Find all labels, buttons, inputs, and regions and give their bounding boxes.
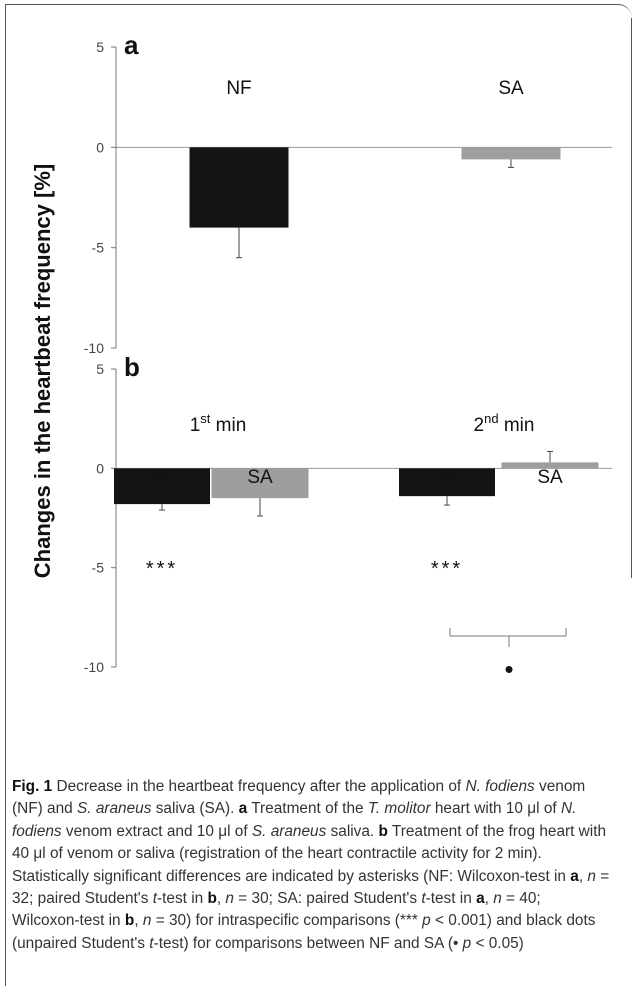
panel-letter-b: b [124,352,140,382]
bar-label-b-sa: SA [537,467,563,488]
caption-text: b [124,912,135,930]
figure-frame [5,4,632,986]
bar-label-a-sa: SA [498,78,524,99]
time-label-2: 2nd min [474,411,535,436]
caption-text: , [484,890,494,908]
caption-text: p [462,934,472,952]
significance-b-nf: *** [431,558,463,580]
caption-text: venom extract and 10 μl of [61,822,252,840]
caption-text: n [587,867,596,885]
bar-b-nf [399,468,495,497]
caption-text: N. fodiens [12,800,577,840]
caption-text: saliva (SA). [151,800,239,818]
caption-text: venom (NF) and [12,778,586,818]
caption-text: a [476,890,485,908]
caption-text: Treatment of the [247,800,368,818]
bar-label-b-nf: NF [149,467,174,488]
y-tick-label-a: 0 [96,139,104,155]
caption-text: S. araneus [77,800,152,818]
caption-text: t [149,934,154,952]
caption-text: < 0.001) and black dots (unpaired Studen… [12,912,596,952]
caption-text: a [238,800,248,818]
caption-text: , [578,867,588,885]
bar-a-nf [189,147,289,228]
y-tick-label-b: -5 [92,560,105,576]
bar-b-nf [114,468,210,505]
caption-text: = 30; SA: paired Student's [233,890,422,908]
caption-text: = 30) for intraspecific comparisons (*** [151,912,423,930]
y-tick-label-b: -10 [84,659,104,675]
caption-text: , [216,890,226,908]
caption-text: saliva. [326,822,379,840]
figure-caption: Fig. 1 Decrease in the heartbeat frequen… [12,776,612,955]
caption-text: < 0.05) [471,934,524,952]
figure-frame-right [631,18,632,578]
caption-text: p [422,912,431,930]
y-tick-label-b: 5 [96,361,104,377]
caption-text: b [207,890,217,908]
bar-label-b-sa: SA [247,467,273,488]
caption-text: -test) for comparisons between NF and SA… [153,934,463,952]
caption-text: n [142,912,152,930]
caption-text: -test in [425,890,477,908]
caption-text: heart with 10 μl of [430,800,561,818]
bracket-significance-dot: • [504,654,513,684]
caption-text: = 32; paired Student's [12,867,610,908]
caption-text: N. fodiens [465,778,535,795]
caption-text: = 40; Wilcoxon-test in [12,890,541,930]
caption-text: S. araneus [251,822,327,840]
panel-letter-a: a [124,30,139,60]
caption-text: t [152,890,157,908]
caption-text: Treatment of the frog heart with 40 μl o… [12,822,607,885]
caption-text: t [421,890,426,908]
caption-text: Decrease in the heartbeat frequency afte… [52,778,466,795]
caption-text: , [134,912,143,930]
caption-figure-label: Fig. 1 [12,778,53,795]
caption-text: T. molitor [367,800,431,818]
caption-text: b [378,822,388,840]
y-axis-label: Changes in the heartbeat frequency [%] [30,164,55,578]
caption-text: a [570,867,579,885]
y-tick-label-a: 5 [96,39,104,55]
time-label-1: 1st min [190,411,247,436]
y-tick-label-b: 0 [96,460,104,476]
caption-text: n [225,890,234,908]
y-tick-label-a: -10 [84,340,104,356]
y-tick-label-a: -5 [92,240,105,256]
caption-text: -test in [156,890,208,908]
bar-b-sa [501,462,599,469]
bar-b-sa [211,468,309,499]
significance-b-nf: *** [146,558,178,580]
bar-a-sa [461,147,561,160]
figure-chart: Changes in the heartbeat frequency [%] a 5… [30,30,612,684]
bar-label-b-nf: NF [434,467,459,488]
caption-text: n [493,890,502,908]
bar-label-a-nf: NF [226,78,251,99]
